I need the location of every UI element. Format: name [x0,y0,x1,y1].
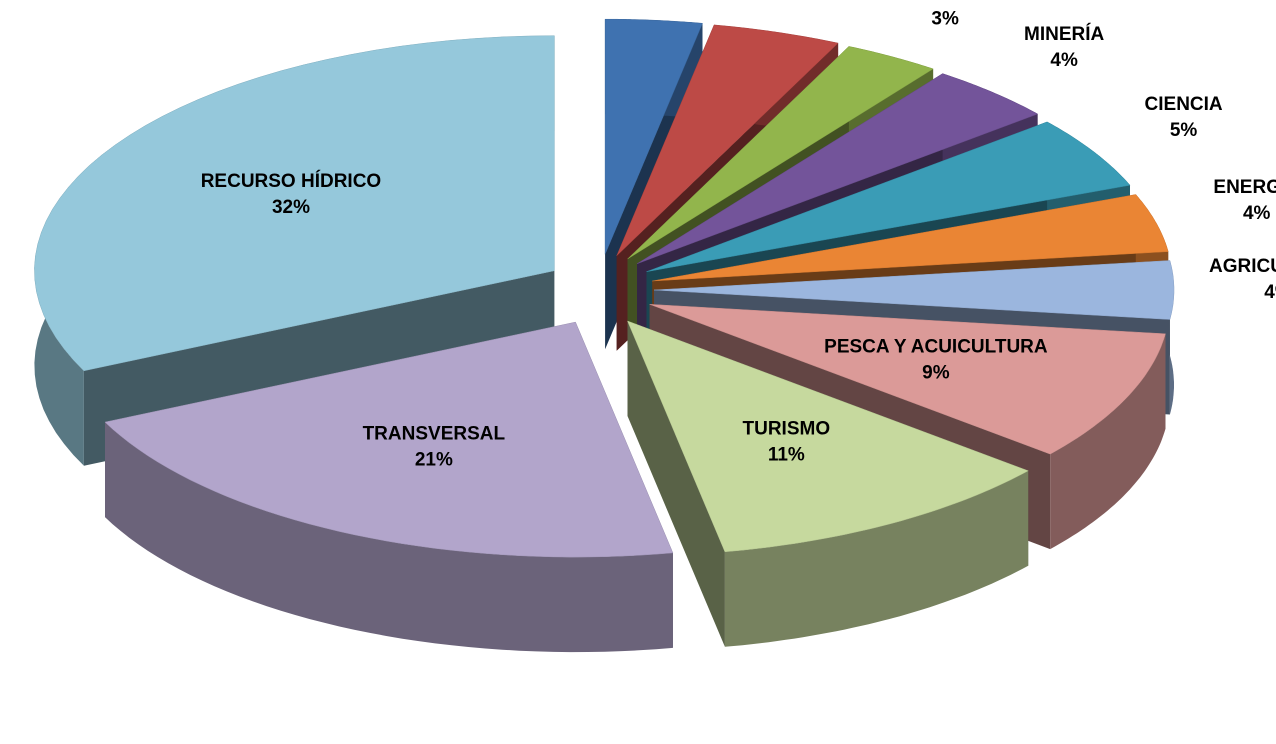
slice-value-label: 11% [768,444,805,465]
slice-value-label: 3% [931,8,959,29]
slice-label: ENERGIA [1213,177,1276,198]
slice-label: PESCA Y ACUICULTURA [824,336,1048,357]
slice-label: CIENCIA [1145,94,1223,115]
slice-top [104,321,674,558]
slice-value-label: 4% [1264,282,1276,303]
slice-value-label: 21% [415,450,453,471]
slice-value-label: 5% [1170,120,1198,141]
slice-top [627,46,934,260]
slice-label: MINERÍA [1024,23,1105,45]
slice-label: SALUD [912,0,977,3]
slice-top [652,194,1169,282]
slice-wall [724,470,1029,647]
slice-top [604,18,703,255]
slice-label: RECURSO HÍDRICO [201,170,382,192]
slice-top [627,320,1029,553]
slice-value-label: 4% [1243,203,1271,224]
slice-top [653,260,1175,320]
slice-top [636,73,1039,265]
slice [104,321,674,653]
slice-wall [105,422,673,653]
slice-wall [1050,333,1166,550]
slice-side [627,321,725,647]
slice-value-label: 4% [1050,50,1078,71]
slice-top [649,304,1166,455]
slice-label: AGRICULTURA [1209,256,1276,277]
slice-label: TURISMO [743,418,831,439]
slice-label: TRANSVERSAL [363,424,506,445]
slice-top [646,121,1131,272]
slice-value-label: 32% [272,197,310,218]
slice-top [616,24,839,256]
slice-value-label: 4% [796,0,824,1]
slice-value-label: 9% [922,362,950,383]
slice [627,320,1029,647]
slice-top [34,35,555,372]
